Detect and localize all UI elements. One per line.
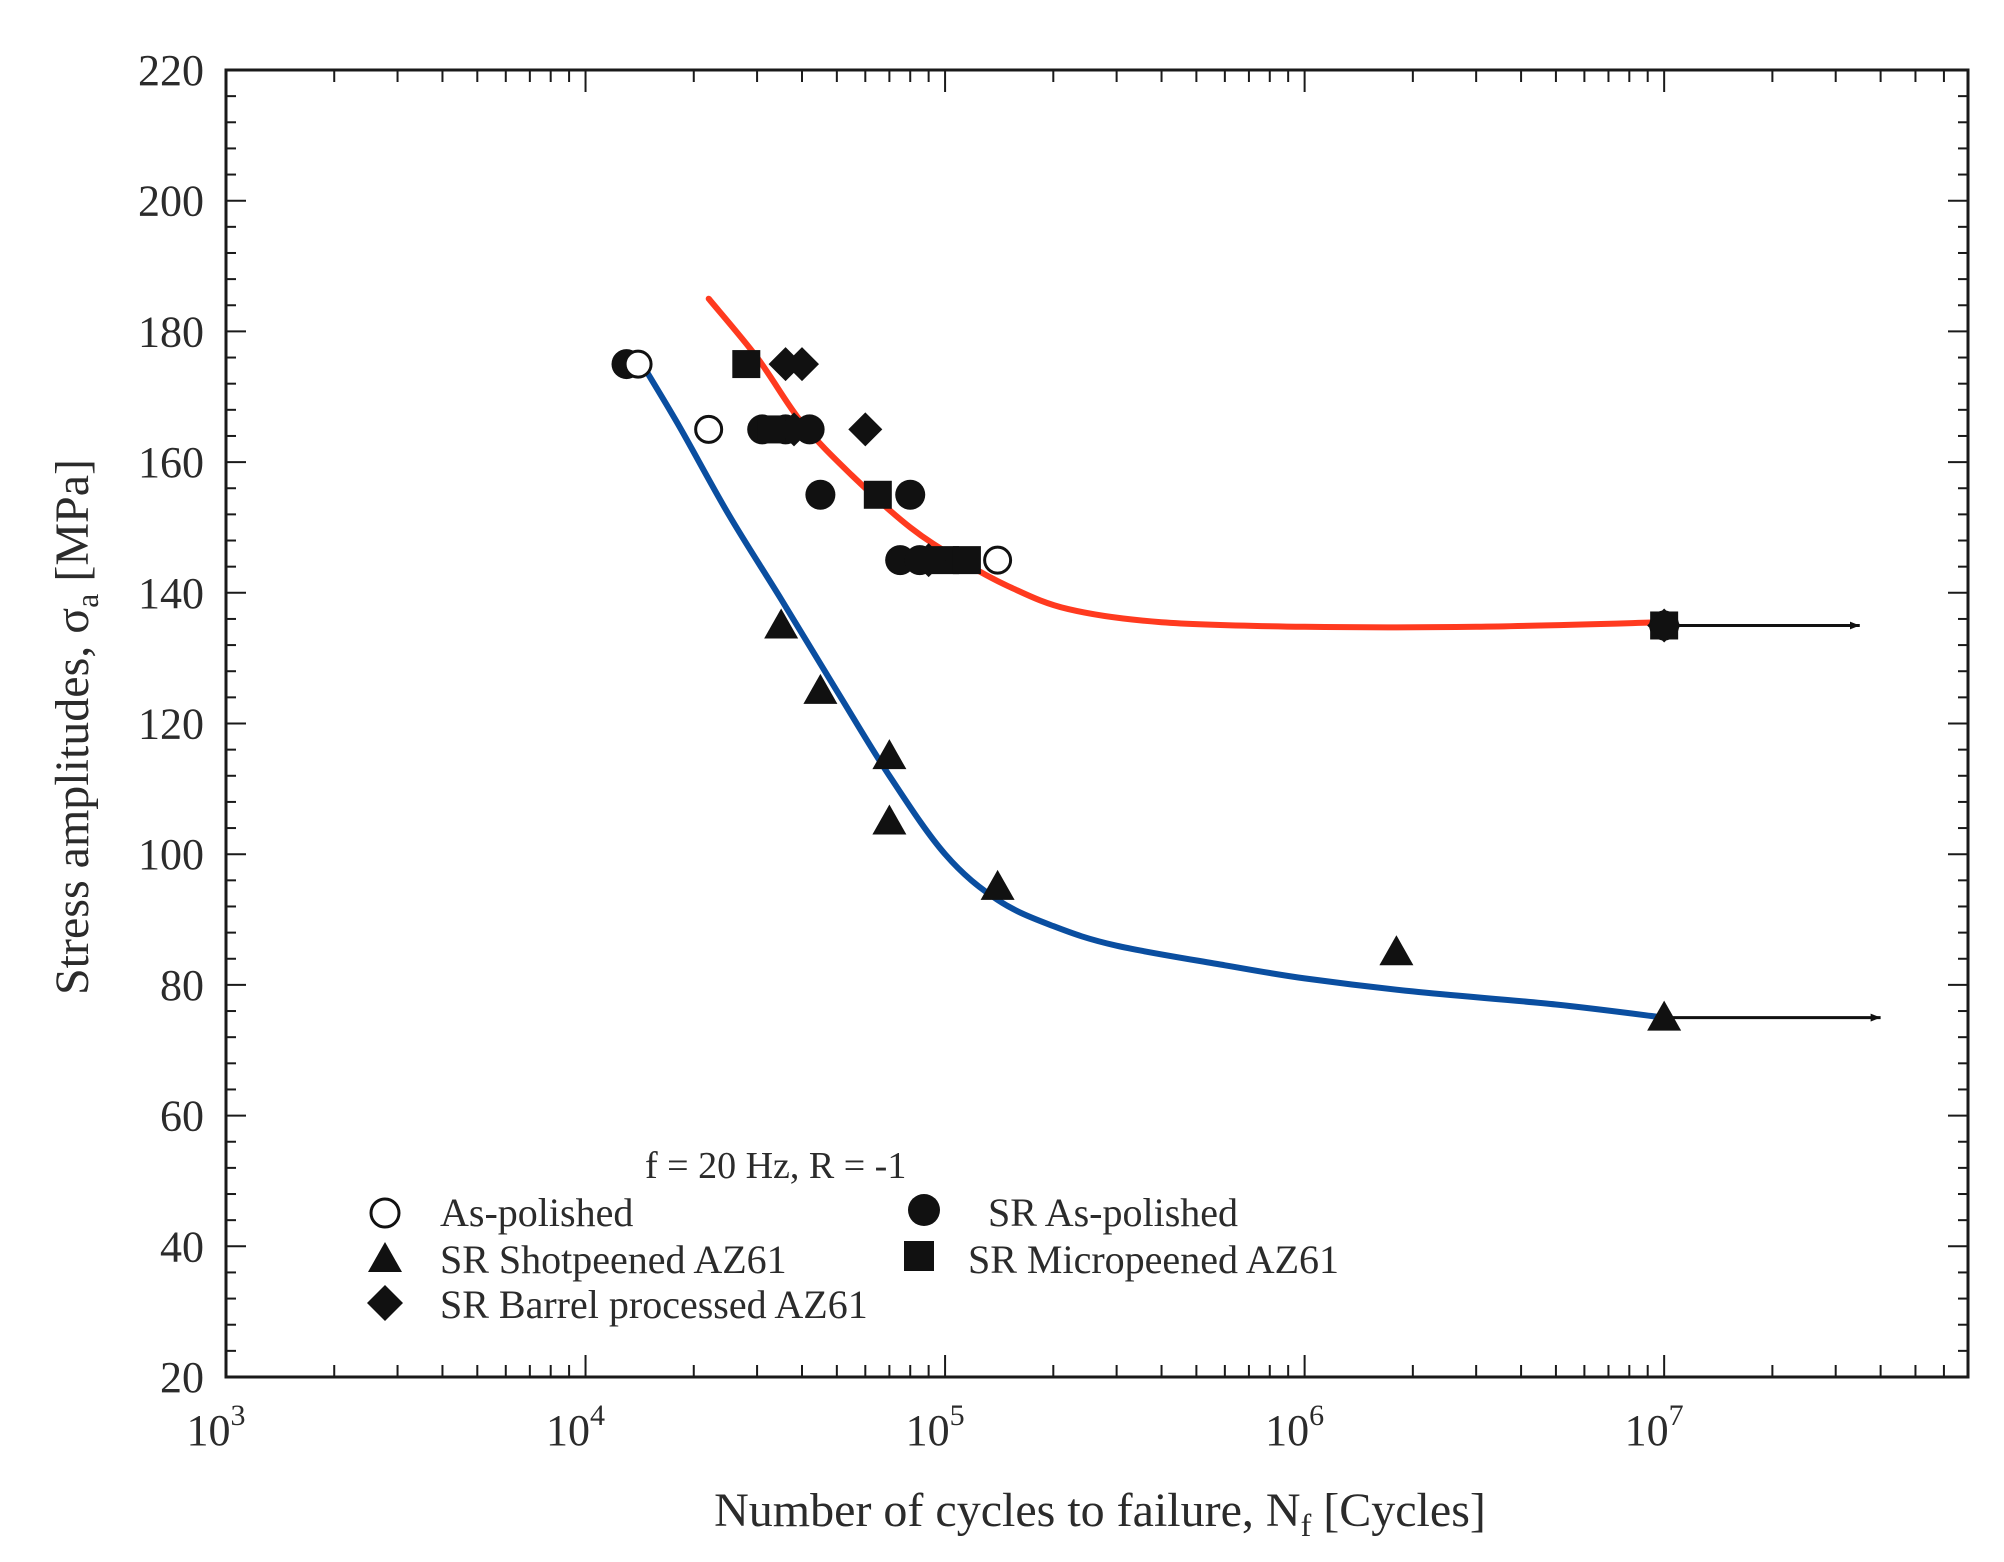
data-point-as-polished xyxy=(983,545,1013,575)
data-points xyxy=(611,347,1682,1031)
legend-marker-circle-filled xyxy=(908,1194,940,1226)
data-point-as-polished xyxy=(694,414,724,444)
legend-marker-circle-open xyxy=(369,1197,401,1229)
data-point-sr-shotpeened xyxy=(980,869,1015,900)
data-point-sr-shotpeened xyxy=(764,608,799,639)
legend-label: SR Micropeened AZ61 xyxy=(968,1237,1339,1282)
data-point-sr-micropeened xyxy=(732,350,761,379)
data-point-sr-barrel-processed xyxy=(848,412,883,447)
legend-item-sr-barrel-processed: SR Barrel processed AZ61 xyxy=(367,1282,868,1327)
data-point-sr-barrel-processed xyxy=(911,543,946,578)
x-tick-label: 103 xyxy=(187,1399,246,1455)
y-tick-label: 220 xyxy=(138,46,204,95)
x-tick-label: 104 xyxy=(546,1399,605,1455)
legend-item-sr-micropeened: SR Micropeened AZ61 xyxy=(904,1237,1339,1282)
y-tick-label: 20 xyxy=(160,1353,204,1402)
data-point-sr-micropeened xyxy=(952,546,981,575)
legend-item-sr-shotpeened: SR Shotpeened AZ61 xyxy=(368,1237,787,1282)
data-point-sr-as-polished xyxy=(895,479,926,510)
data-point-sr-shotpeened xyxy=(872,804,907,835)
legend: As-polished SR As-polished SR Shotpeened… xyxy=(367,1190,1339,1327)
x-tick-label: 106 xyxy=(1265,1399,1324,1455)
legend-item-sr-as-polished: SR As-polished xyxy=(908,1190,1238,1235)
y-tick-label: 80 xyxy=(160,961,204,1010)
legend-marker-square xyxy=(904,1241,934,1271)
data-point-sr-barrel-processed xyxy=(785,347,820,382)
plot-frame xyxy=(224,68,1970,1379)
y-tick-label: 180 xyxy=(138,307,204,356)
x-axis-label: Number of cycles to failure, Nf [Cycles] xyxy=(714,1484,1486,1543)
data-point-sr-barrel-processed xyxy=(776,412,811,447)
data-point-sr-shotpeened xyxy=(872,739,907,770)
test-condition-label: f = 20 Hz, R = -1 xyxy=(645,1145,906,1187)
x-tick-label: 107 xyxy=(1625,1399,1684,1455)
tick-marks xyxy=(225,69,1969,1378)
fit-lower-curve xyxy=(635,354,1668,1021)
legend-label: SR Barrel processed AZ61 xyxy=(440,1282,868,1327)
legend-marker-diamond xyxy=(367,1285,403,1321)
x-tick-labels: 103 104 105 106 107 xyxy=(187,1399,1684,1455)
y-tick-label: 60 xyxy=(160,1092,204,1141)
y-tick-label: 200 xyxy=(138,177,204,226)
data-point-sr-micropeened xyxy=(863,480,892,509)
data-point-as-polished xyxy=(623,349,653,379)
x-tick-label: 105 xyxy=(906,1399,965,1455)
data-point-sr-as-polished xyxy=(805,479,836,510)
legend-item-as-polished: As-polished xyxy=(369,1190,633,1235)
legend-label: SR Shotpeened AZ61 xyxy=(440,1237,787,1282)
y-tick-label: 40 xyxy=(160,1222,204,1271)
data-point-sr-shotpeened xyxy=(1379,935,1414,966)
data-point-sr-shotpeened xyxy=(1647,1000,1682,1031)
y-tick-label: 100 xyxy=(138,830,204,879)
data-point-sr-barrel-processed xyxy=(1647,608,1682,643)
legend-label: SR As-polished xyxy=(988,1190,1238,1235)
y-axis-label: Stress amplitudes, σa [MPa] xyxy=(46,459,105,995)
legend-marker-triangle xyxy=(368,1242,402,1272)
y-tick-label: 160 xyxy=(138,438,204,487)
data-point-sr-shotpeened xyxy=(803,673,838,704)
y-tick-label: 120 xyxy=(138,700,204,749)
runout-arrows xyxy=(1664,621,1881,1022)
y-tick-labels: 20 40 60 80 100 120 140 160 180 200 220 xyxy=(138,46,204,1402)
y-tick-label: 140 xyxy=(138,569,204,618)
legend-label: As-polished xyxy=(440,1190,633,1235)
